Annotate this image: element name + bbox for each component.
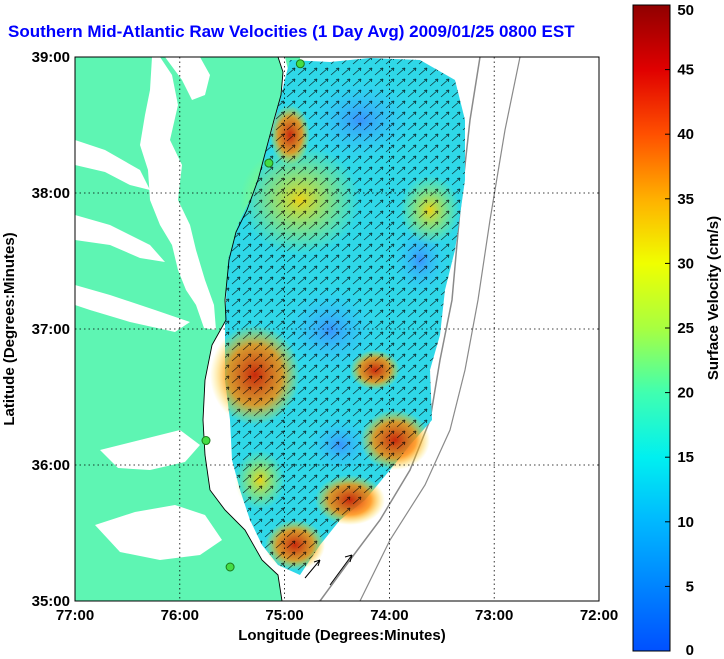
x-tick-label: 75:00 (265, 607, 303, 624)
radar-site-marker (295, 59, 305, 69)
potomac-river (75, 140, 150, 190)
colorbar-tick-label: 0 (686, 642, 694, 659)
y-axis-label: Latitude (Degrees:Minutes) (1, 232, 18, 425)
plot-frame (74, 56, 600, 602)
colorbar-tick-labels: 0 5 10 15 20 25 30 35 40 45 50 (665, 2, 694, 659)
radar-site-marker (264, 158, 274, 168)
colorbar-tick-label: 45 (677, 62, 694, 79)
colorbar-label: Surface Velocity (cm/s) (705, 216, 722, 380)
upper-bay (165, 57, 210, 100)
radar-site-marker (225, 562, 235, 572)
map-layers (75, 57, 599, 601)
colorbar-tick-label: 50 (677, 2, 694, 19)
grid-lines (75, 57, 599, 601)
x-tick-label: 73:00 (475, 607, 513, 624)
colorbar-tick-label: 10 (677, 514, 694, 531)
radar-sites (201, 59, 305, 572)
colorbar-tick-label: 15 (677, 449, 694, 466)
colorbar-tick-label: 35 (677, 191, 694, 208)
x-tick-label: 74:00 (370, 607, 408, 624)
x-tick-label: 76:00 (161, 607, 199, 624)
colorbar-tick-label: 40 (677, 126, 694, 143)
x-tick-label: 77:00 (56, 607, 94, 624)
colorbar-tick-label: 25 (677, 320, 694, 337)
y-tick-label: 38:00 (32, 185, 70, 202)
x-tick-labels: 77:00 76:00 75:00 74:00 73:00 72:00 (56, 607, 618, 624)
radar-site-marker (201, 436, 211, 446)
y-tick-labels: 39:00 38:00 37:00 36:00 35:00 (32, 49, 70, 610)
colorbar-tick-label: 5 (686, 578, 694, 595)
y-tick-label: 39:00 (32, 49, 70, 66)
pamlico-sound (95, 505, 222, 560)
albemarle-sound (100, 430, 200, 470)
y-tick-label: 35:00 (32, 593, 70, 610)
colorbar-tick-label: 20 (677, 385, 694, 402)
x-tick-label: 72:00 (580, 607, 618, 624)
bathymetry-contour-slope (359, 57, 521, 601)
y-tick-label: 37:00 (32, 321, 70, 338)
x-axis-label: Longitude (Degrees:Minutes) (238, 627, 446, 644)
james-river (75, 285, 190, 332)
colorbar-tick-label: 30 (677, 255, 694, 272)
chesapeake-bay (140, 57, 216, 330)
y-tick-label: 36:00 (32, 457, 70, 474)
velocity-vector-long (329, 554, 353, 586)
colorbar (632, 4, 671, 652)
map-title: Southern Mid-Atlantic Raw Velocities (1 … (8, 22, 575, 41)
velocity-vectors (225, 58, 465, 575)
rappahannock-river (75, 215, 165, 262)
coastline (202, 57, 284, 601)
velocity-vector-long (304, 559, 321, 579)
